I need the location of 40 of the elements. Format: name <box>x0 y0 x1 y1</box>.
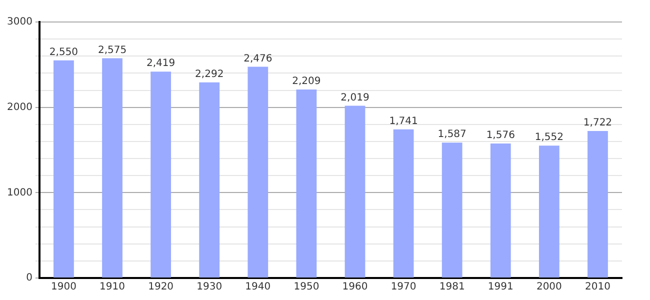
bar <box>102 58 122 278</box>
bar <box>296 90 317 278</box>
bar <box>538 146 560 278</box>
y-tick-label: 1000 <box>6 187 32 198</box>
data-label: 2,292 <box>195 69 224 80</box>
bar <box>393 129 414 278</box>
y-tick-label: 0 <box>26 272 32 284</box>
bar <box>199 82 220 278</box>
data-label: 1,552 <box>534 132 564 144</box>
x-tick-label: 1900 <box>50 282 76 293</box>
data-label: 2,575 <box>98 44 127 56</box>
bar <box>54 60 74 278</box>
bar <box>150 72 172 278</box>
data-label: 2,209 <box>292 76 321 88</box>
bar <box>248 66 268 278</box>
data-label: 2,019 <box>340 92 370 104</box>
data-label: 1,576 <box>486 130 515 142</box>
bar <box>344 106 366 278</box>
data-label: 2,419 <box>146 58 176 70</box>
x-tick-label: 2010 <box>585 282 610 293</box>
x-tick-label: 1940 <box>245 282 271 293</box>
data-label: 1,741 <box>389 116 418 128</box>
x-tick-label: 1991 <box>488 282 514 293</box>
x-tick-label: 1910 <box>100 282 125 293</box>
x-tick-label: 1930 <box>196 282 222 293</box>
x-tick-label: 1960 <box>342 282 368 293</box>
x-tick-label: 2000 <box>536 282 562 293</box>
x-tick-label: 1970 <box>390 282 416 293</box>
y-tick-label: 3000 <box>6 16 32 28</box>
x-tick-label: 1981 <box>439 282 465 293</box>
x-tick-label: 1950 <box>294 282 320 293</box>
bar <box>442 142 462 278</box>
bar <box>588 131 608 278</box>
data-label: 2,476 <box>244 53 272 64</box>
data-label: 1,722 <box>583 118 612 129</box>
x-tick-label: 1920 <box>148 282 174 293</box>
data-label: 2,550 <box>49 46 78 58</box>
bar <box>490 144 511 278</box>
y-tick-label: 2000 <box>6 102 32 113</box>
data-label: 1,587 <box>438 129 466 140</box>
